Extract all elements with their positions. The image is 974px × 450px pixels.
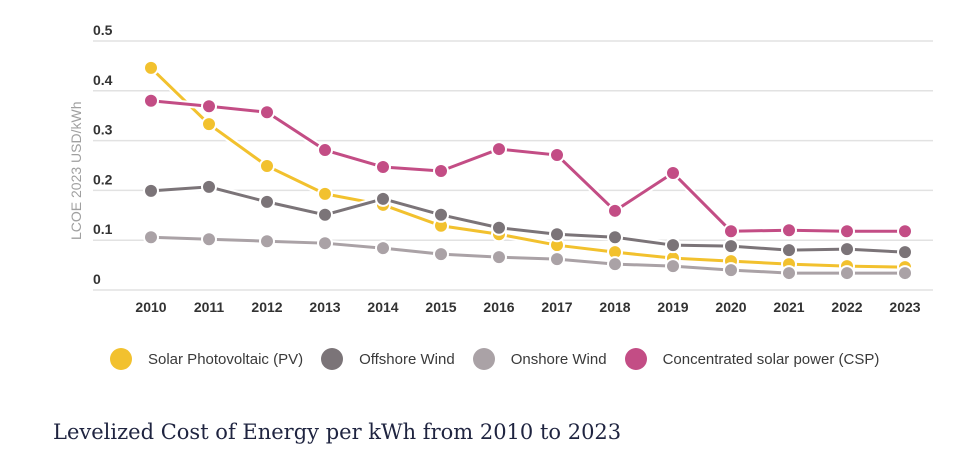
data-point (839, 265, 855, 282)
x-tick-label: 2018 (599, 299, 630, 315)
legend-swatch-pv (110, 348, 132, 370)
series-line (149, 66, 906, 269)
data-point (781, 222, 797, 239)
data-point (665, 237, 681, 254)
legend-label-csp: Concentrated solar power (CSP) (662, 350, 880, 368)
data-point (723, 262, 739, 279)
x-tick-label: 2022 (831, 299, 862, 315)
data-point (143, 229, 159, 246)
data-point (491, 219, 507, 236)
x-tick-label: 2020 (715, 299, 746, 315)
data-point (201, 178, 217, 195)
legend-item-csp: Concentrated solar power (CSP) (624, 348, 880, 370)
data-point (897, 265, 913, 282)
series-lines (148, 65, 906, 277)
x-tick-label: 2010 (135, 299, 166, 315)
x-tick-label: 2016 (483, 299, 514, 315)
data-point (433, 162, 449, 179)
data-point (317, 235, 333, 252)
data-point (143, 182, 159, 199)
data-point (781, 242, 797, 259)
x-tick-label: 2013 (309, 299, 340, 315)
x-axis-ticks: 2010 2011 2012 2013 2014 2015 2016 2017 2018 2019… (135, 299, 920, 315)
legend-swatch-offshore (321, 348, 344, 370)
data-point (259, 193, 275, 210)
y-tick-label: 0.1 (93, 221, 113, 237)
data-point (375, 158, 391, 175)
series-line (150, 235, 905, 275)
x-tick-label: 2021 (773, 299, 804, 315)
series-line (150, 185, 906, 254)
data-point (665, 258, 681, 275)
data-point (143, 92, 159, 109)
y-tick-label: 0 (93, 271, 101, 287)
data-point (665, 164, 681, 181)
data-point (549, 147, 565, 164)
data-point (433, 206, 449, 223)
data-point (781, 265, 797, 282)
data-point (839, 241, 855, 258)
x-tick-label: 2012 (251, 299, 282, 315)
data-point (259, 233, 275, 250)
y-axis-ticks: 0 0.1 0.2 0.3 0.4 0.5 (93, 22, 113, 287)
x-tick-label: 2019 (657, 299, 688, 315)
lcoe-line-chart: 00.10.20.30.40.5 LCOE 2023 USD/kWh 2010 2… (68, 22, 933, 315)
legend-item-offshore: Offshore Wind (321, 348, 455, 370)
data-point (433, 246, 449, 263)
data-point (375, 240, 391, 257)
data-point (607, 256, 623, 273)
x-tick-label: 2015 (425, 299, 456, 315)
x-tick-label: 2017 (541, 299, 572, 315)
data-point (549, 226, 565, 243)
data-point (201, 98, 217, 115)
data-point (201, 116, 217, 133)
y-tick-label: 0.4 (93, 72, 113, 88)
x-tick-label: 2023 (889, 299, 920, 315)
legend-label-pv: Solar Photovoltaic (PV) (148, 350, 304, 368)
data-point (607, 229, 623, 246)
legend-label-onshore: Onshore Wind (510, 350, 607, 368)
data-point (549, 251, 565, 268)
data-point (897, 223, 913, 240)
data-point (317, 206, 333, 223)
x-tick-label: 2014 (367, 299, 398, 315)
data-point (143, 59, 159, 76)
legend-swatch-csp (624, 348, 647, 370)
data-point (259, 104, 275, 121)
data-point (491, 249, 507, 266)
legend-label-offshore: Offshore Wind (359, 350, 455, 368)
y-tick-label: 0.3 (93, 122, 113, 138)
data-point (723, 223, 739, 240)
series-line (150, 99, 905, 233)
legend: Solar Photovoltaic (PV) Offshore Wind On… (110, 348, 897, 370)
legend-item-onshore: Onshore Wind (472, 348, 607, 370)
legend-swatch-onshore (472, 348, 495, 370)
data-point (839, 223, 855, 240)
data-point (491, 141, 507, 158)
data-point (201, 231, 217, 248)
figure-caption: Levelized Cost of Energy per kWh from 20… (53, 420, 622, 444)
y-tick-label: 0.2 (93, 171, 113, 187)
data-point (897, 244, 913, 261)
data-point (317, 185, 333, 202)
data-point (723, 238, 739, 255)
series-points (143, 59, 913, 282)
y-tick-label: 0.5 (93, 22, 113, 38)
data-point (375, 190, 391, 207)
data-point (317, 142, 333, 159)
x-tick-label: 2011 (194, 299, 225, 315)
y-axis-label: LCOE 2023 USD/kWh (68, 102, 84, 241)
legend-item-pv: Solar Photovoltaic (PV) (110, 348, 303, 370)
data-point (259, 157, 275, 174)
data-point (607, 202, 623, 219)
